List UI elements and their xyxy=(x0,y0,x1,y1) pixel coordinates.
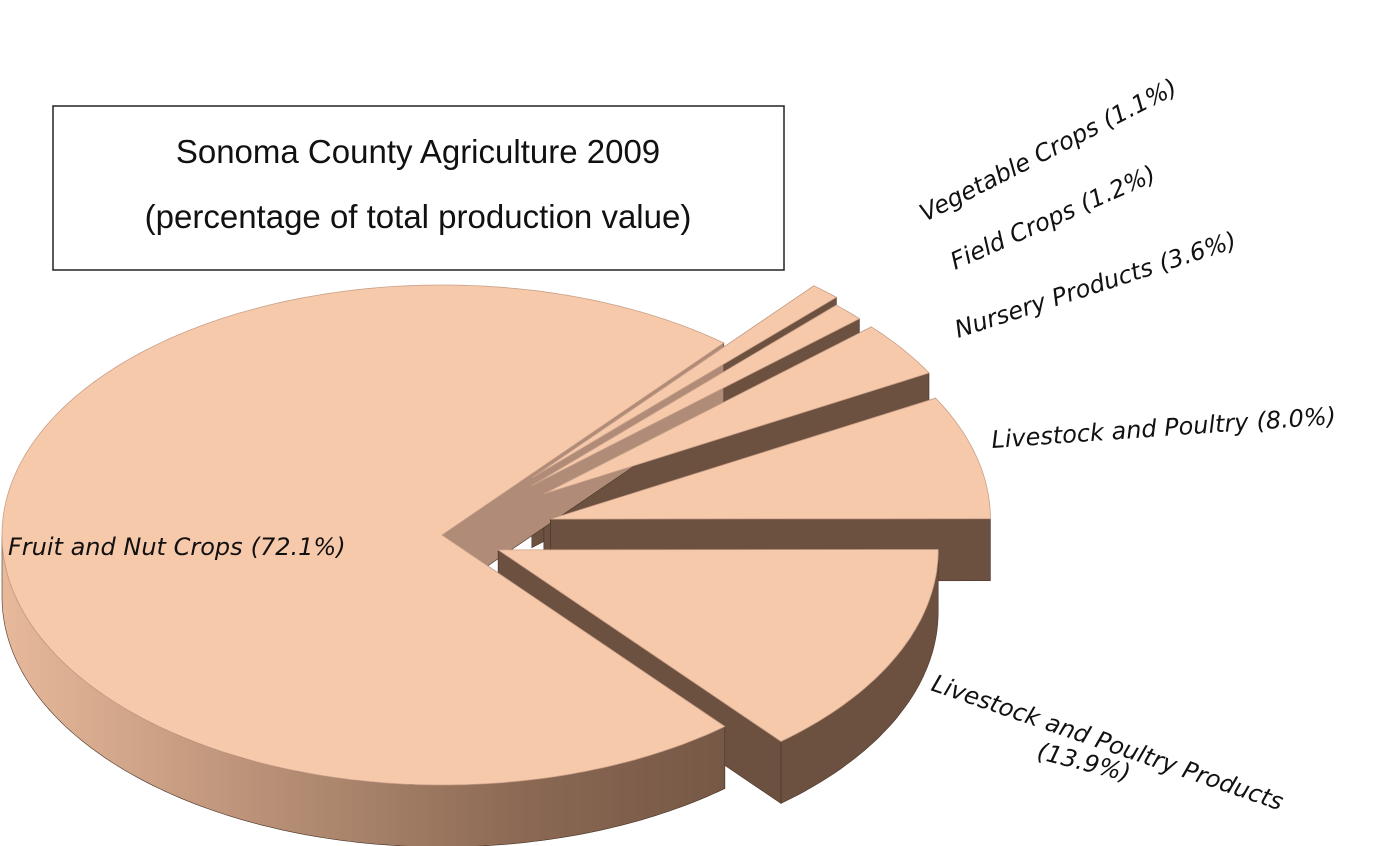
slice-label: Livestock and Poultry Products xyxy=(928,669,1287,816)
chart-title: Sonoma County Agriculture 2009 xyxy=(176,133,660,170)
category-label: Livestock and Poultry xyxy=(990,408,1250,454)
slice xyxy=(550,397,991,520)
slice xyxy=(543,326,930,495)
value-label: (3.6%) xyxy=(1155,226,1239,277)
slice xyxy=(531,285,838,479)
value-label: (1.2%) xyxy=(1076,160,1160,218)
slice xyxy=(1,284,726,786)
slice-label: Livestock and Poultry (8.0%) xyxy=(990,402,1336,454)
category-label: Fruit and Nut Crops xyxy=(8,533,243,561)
value-label: (1.1%) xyxy=(1098,73,1182,134)
slice xyxy=(496,549,939,742)
category-label: Nursery Products xyxy=(951,253,1156,343)
value-label: (72.1%) xyxy=(251,533,346,561)
value-label: (8.0%) xyxy=(1255,402,1336,435)
slice xyxy=(531,304,861,486)
pie-tops xyxy=(1,284,991,786)
category-label: Livestock and Poultry Products xyxy=(928,669,1287,816)
chart-subtitle: (percentage of total production value) xyxy=(145,198,692,235)
category-label: Vegetable Crops xyxy=(915,113,1103,227)
title-box xyxy=(52,105,785,271)
slice-label: Fruit and Nut Crops (72.1%) xyxy=(8,533,346,561)
